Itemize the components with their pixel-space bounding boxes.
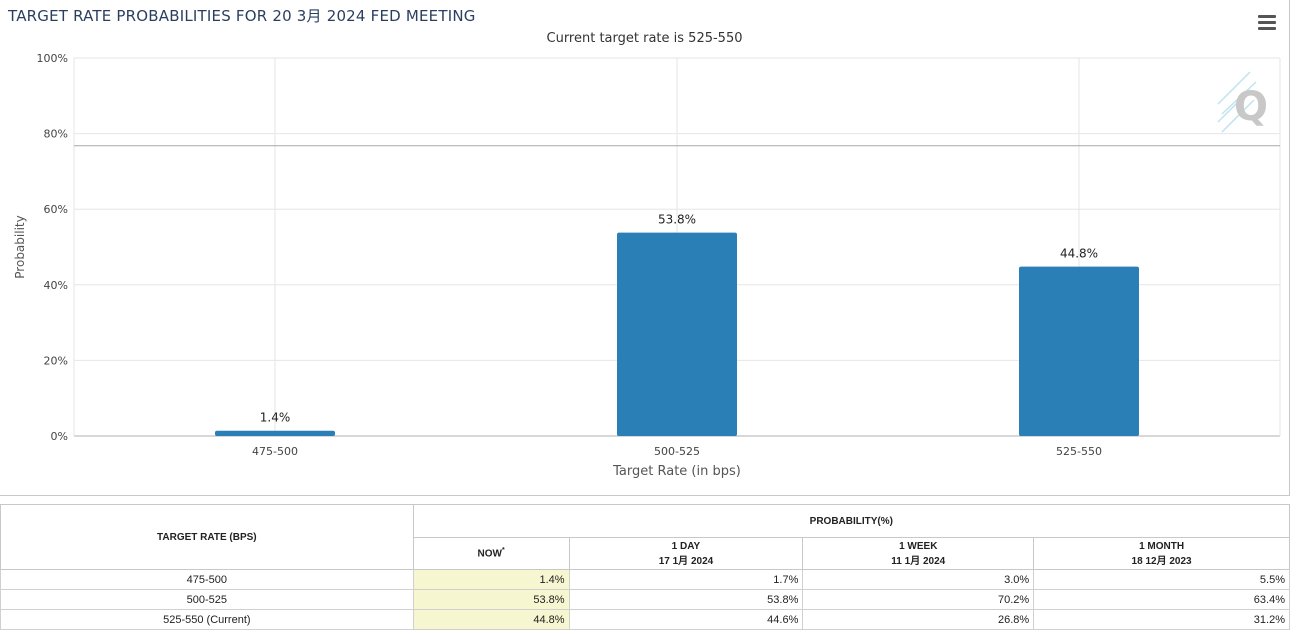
watermark-stroke	[1217, 89, 1251, 123]
data-label: 44.8%	[1060, 247, 1098, 261]
probability-header: PROBABILITY(%)	[412, 504, 1291, 538]
watermark-stroke	[1221, 81, 1257, 115]
value-cell-now: 1.4%	[412, 569, 570, 590]
period-header-1-month: 1 MONTH 18 12月 2023	[1033, 537, 1290, 570]
value-cell-now: 44.8%	[412, 609, 570, 630]
value-cell: 63.4%	[1033, 589, 1290, 610]
chart-subtitle: Current target rate is 525-550	[546, 31, 743, 46]
value-cell: 44.6%	[568, 609, 804, 630]
period-header-1-week: 1 WEEK 11 1月 2024	[802, 537, 1035, 570]
value-cell-now: 53.8%	[412, 589, 570, 610]
period-header-now: NOW*	[412, 537, 570, 570]
data-label: 53.8%	[658, 213, 696, 227]
watermark-stroke	[1217, 71, 1251, 105]
probability-table: TARGET RATE (BPS) PROBABILITY(%) NOW* 1 …	[0, 504, 1291, 630]
watermark-logo: Q	[1234, 84, 1268, 130]
target-rate-header: TARGET RATE (BPS)	[0, 504, 414, 570]
hamburger-menu-icon[interactable]	[1258, 15, 1276, 31]
value-cell: 26.8%	[802, 609, 1035, 630]
x-tick-label: 475-500	[252, 445, 298, 458]
chart-title: TARGET RATE PROBABILITIES FOR 20 3月 2024…	[8, 7, 476, 25]
table-row: 525-550 (Current) 44.8% 44.6% 26.8% 31.2…	[0, 609, 1290, 630]
rate-cell: 525-550 (Current)	[0, 609, 414, 630]
bar-chart: 0% 20% 40% 60% 80% 100% 1.4% 475-500 53.8% 500-52…	[13, 52, 1281, 479]
probability-table-area: TARGET RATE (BPS) PROBABILITY(%) NOW* 1 …	[0, 504, 1291, 630]
y-tick-label: 20%	[44, 354, 68, 367]
data-label: 1.4%	[260, 411, 291, 425]
y-axis-title: Probability	[13, 215, 27, 278]
rate-cell: 475-500	[0, 569, 414, 590]
chart-panel: 0% 20% 40% 60% 80% 100% 1.4% 475-500 53.8% 500-52…	[0, 0, 1290, 496]
bar	[1019, 266, 1139, 436]
period-header-1-day: 1 DAY 17 1月 2024	[568, 537, 804, 570]
table-row: 500-525 53.8% 53.8% 70.2% 63.4%	[0, 589, 1290, 610]
value-cell: 3.0%	[802, 569, 1035, 590]
value-cell: 53.8%	[568, 589, 804, 610]
x-tick-label: 525-550	[1056, 445, 1102, 458]
y-tick-label: 80%	[44, 128, 68, 141]
value-cell: 5.5%	[1033, 569, 1290, 590]
y-tick-label: 40%	[44, 279, 68, 292]
table-row: 475-500 1.4% 1.7% 3.0% 5.5%	[0, 569, 1290, 590]
rate-cell: 500-525	[0, 589, 414, 610]
value-cell: 70.2%	[802, 589, 1035, 610]
x-axis-title: Target Rate (in bps)	[612, 464, 741, 479]
bar	[617, 232, 737, 436]
x-tick-label: 500-525	[654, 445, 700, 458]
y-tick-label: 60%	[44, 203, 68, 216]
value-cell: 31.2%	[1033, 609, 1290, 630]
watermark-stroke	[1221, 99, 1255, 133]
y-tick-label: 100%	[37, 52, 68, 65]
bar	[215, 430, 335, 436]
value-cell: 1.7%	[568, 569, 804, 590]
y-tick-label: 0%	[51, 430, 68, 443]
